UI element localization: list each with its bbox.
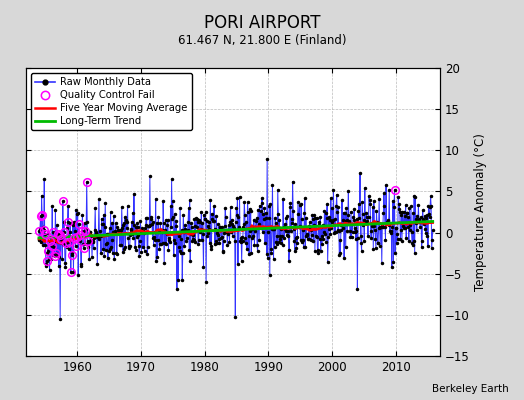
Text: 61.467 N, 21.800 E (Finland): 61.467 N, 21.800 E (Finland) (178, 34, 346, 47)
Legend: Raw Monthly Data, Quality Control Fail, Five Year Moving Average, Long-Term Tren: Raw Monthly Data, Quality Control Fail, … (31, 73, 192, 130)
Text: PORI AIRPORT: PORI AIRPORT (204, 14, 320, 32)
Text: Berkeley Earth: Berkeley Earth (432, 384, 508, 394)
Y-axis label: Temperature Anomaly (°C): Temperature Anomaly (°C) (474, 133, 487, 291)
